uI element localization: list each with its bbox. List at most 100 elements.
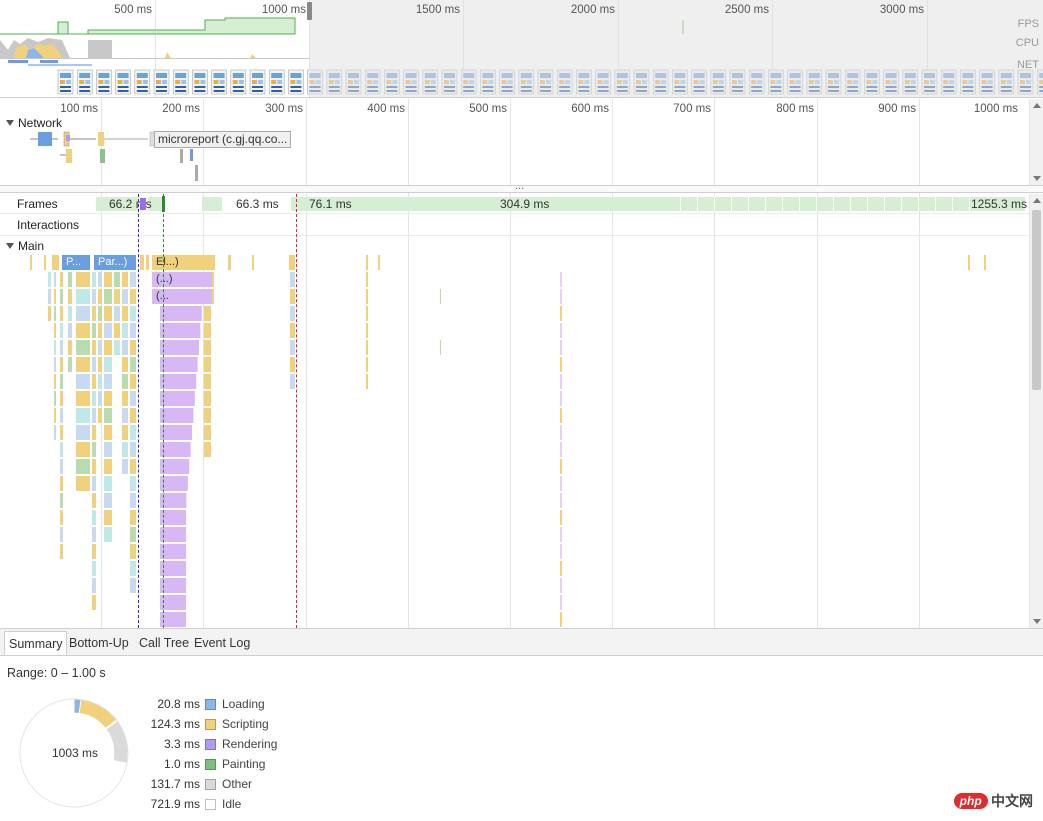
flame-call	[104, 476, 112, 491]
legend-row-loading: 20.8 ms Loading	[150, 695, 290, 713]
ruler-tick: 400 ms	[367, 103, 405, 115]
overview-tick: 1000 ms	[261, 4, 306, 16]
frame-divider	[952, 197, 953, 211]
flame-call	[76, 306, 90, 321]
flame-call	[68, 357, 72, 372]
flame-call	[98, 323, 102, 338]
flame-call	[252, 255, 254, 270]
frame-divider	[969, 197, 970, 211]
flame-event[interactable]: (...	[152, 289, 212, 304]
frame-duration: 304.9 ms	[500, 197, 550, 211]
flame-call	[366, 306, 368, 321]
flame-event[interactable]: El...)	[152, 255, 212, 270]
flame-call	[146, 255, 149, 270]
rendering-swatch	[205, 739, 216, 750]
frame-duration: 1255.3 ms	[971, 197, 1028, 211]
network-track[interactable]: Network microreport (c.gj.qq.co...	[0, 115, 1029, 185]
flame-call	[130, 391, 136, 406]
flame-call	[104, 374, 112, 389]
scroll-up-icon[interactable]	[1033, 198, 1041, 203]
flame-call	[160, 527, 186, 542]
flame-call	[130, 306, 136, 321]
flame-call	[560, 476, 562, 491]
flame-call	[130, 289, 136, 304]
overview-tick: 500 ms	[114, 4, 152, 16]
main-track-header[interactable]: Main	[6, 239, 44, 253]
time-ruler: 100 ms 200 ms 300 ms 400 ms 500 ms 600 m…	[0, 99, 1029, 119]
flame-event[interactable]: Par...)	[94, 255, 136, 270]
legend-name: Painting	[222, 757, 266, 771]
flame-call	[60, 442, 63, 457]
flame-call	[378, 255, 380, 270]
tab-summary[interactable]: Summary	[4, 631, 68, 655]
flame-event[interactable]: (...)	[152, 272, 212, 287]
flame-call	[98, 340, 102, 355]
tab-bottom-up[interactable]: Bottom-Up	[65, 631, 133, 655]
filmstrip-thumbnail	[192, 69, 208, 95]
flame-call	[60, 357, 63, 372]
tab-event-log[interactable]: Event Log	[190, 631, 254, 655]
frame-bar[interactable]	[202, 197, 222, 211]
overview-tick: 2500 ms	[724, 4, 769, 16]
expand-triangle-icon[interactable]	[6, 120, 14, 126]
flame-call	[98, 408, 102, 423]
grid-line	[306, 99, 307, 628]
legend-value: 131.7 ms	[150, 777, 200, 791]
legend-name: Rendering	[222, 737, 278, 751]
scroll-down-icon[interactable]	[1033, 176, 1041, 181]
flame-call	[60, 544, 63, 559]
flame-call	[104, 340, 112, 355]
ruler-tick: 600 ms	[571, 103, 609, 115]
scrollbar-thumb[interactable]	[1032, 210, 1041, 390]
frame-bar[interactable]	[148, 197, 164, 211]
flame-call	[54, 306, 56, 321]
network-request-label[interactable]: microreport (c.gj.qq.co...	[154, 131, 292, 148]
flame-event[interactable]: P...	[62, 255, 90, 270]
frames-track[interactable]: Frames 66.2 ms 66.3 ms 76.1 ms 304.9 ms …	[0, 194, 1029, 214]
tab-call-tree[interactable]: Call Tree	[135, 631, 193, 655]
flame-call	[104, 357, 112, 372]
track-splitter[interactable]: ...	[0, 180, 1043, 193]
network-scrollbar[interactable]	[1029, 99, 1043, 185]
frame-bar[interactable]	[96, 197, 139, 211]
scroll-up-icon[interactable]	[1033, 103, 1041, 108]
flame-call	[366, 340, 368, 355]
frame-divider	[918, 197, 919, 211]
flame-call	[560, 612, 562, 627]
main-flame-chart[interactable]	[0, 237, 1029, 628]
flame-call	[92, 323, 96, 338]
interactions-track[interactable]: Interactions	[0, 215, 1029, 236]
timeline-overview[interactable]: 500 ms 1000 ms 1500 ms 2000 ms 2500 ms 3…	[0, 0, 1043, 98]
frame-bar[interactable]	[970, 197, 1025, 211]
flame-call	[560, 459, 562, 474]
flame-call	[114, 272, 120, 287]
flame-call	[560, 578, 562, 593]
flame-call	[560, 374, 562, 389]
flame-call	[122, 306, 128, 321]
network-track-header[interactable]: Network	[6, 116, 62, 130]
flame-call	[204, 323, 211, 338]
donut-outline	[19, 698, 129, 808]
flame-call	[289, 255, 295, 270]
flame-call	[48, 272, 51, 287]
flame-call	[92, 561, 96, 576]
flame-call	[122, 340, 128, 355]
legend-value: 721.9 ms	[150, 797, 200, 811]
flame-call	[76, 340, 90, 355]
overview-tick: 2000 ms	[570, 4, 615, 16]
flame-call	[122, 442, 128, 457]
tab-label: Call Tree	[139, 636, 190, 650]
flame-call	[104, 459, 112, 474]
flame-call	[366, 289, 368, 304]
flame-call	[560, 323, 562, 338]
flame-call	[160, 493, 187, 508]
scroll-down-icon[interactable]	[1033, 619, 1041, 624]
flame-call	[92, 306, 96, 321]
main-scrollbar[interactable]	[1029, 194, 1043, 628]
overview-selection-handle[interactable]	[307, 2, 312, 20]
expand-triangle-icon[interactable]	[6, 243, 14, 249]
flame-call	[160, 459, 190, 474]
flame-call	[60, 391, 63, 406]
main-track[interactable]: Main P... Par...) El...) (...) (...	[0, 237, 1029, 628]
flame-call	[122, 408, 128, 423]
